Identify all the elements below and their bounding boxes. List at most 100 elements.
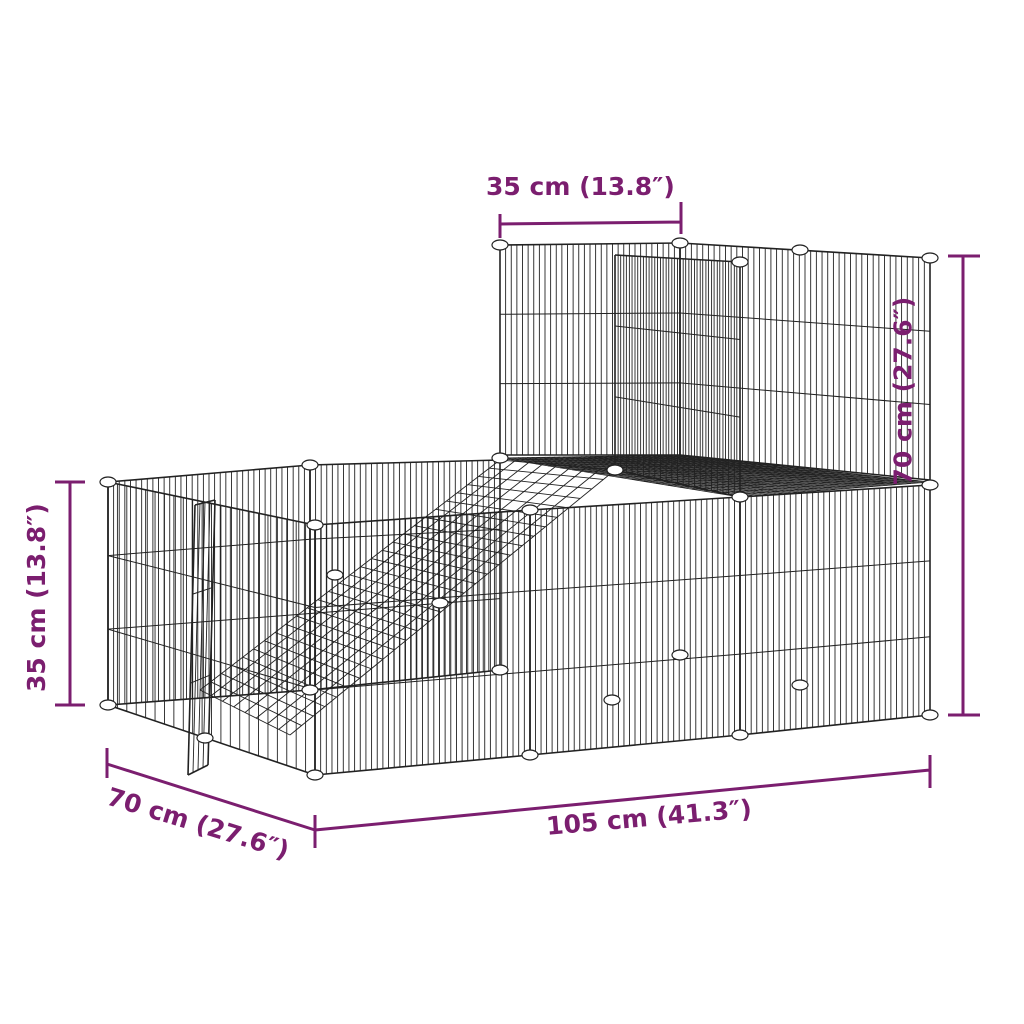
platform-wire <box>585 456 831 491</box>
platform-wire <box>526 457 769 496</box>
top-width-label: 35 cm (13.8″) <box>486 172 675 201</box>
cage-rail <box>614 325 741 341</box>
platform-wire <box>535 457 779 495</box>
platform-wire <box>630 455 878 487</box>
cage-rail <box>739 560 931 577</box>
cage-rail <box>309 459 501 466</box>
panel-connector <box>521 749 539 761</box>
ramp-wire <box>231 664 326 708</box>
panel-connector <box>491 452 509 464</box>
ramp-wire <box>242 656 337 698</box>
cage-rail <box>107 555 316 608</box>
platform-wire <box>648 455 897 486</box>
cage-bar <box>187 504 196 776</box>
total-height-label: 70 cm (27.6″) <box>888 296 918 486</box>
cage-rail <box>614 254 741 263</box>
cage-rail <box>314 671 531 691</box>
platform-wire <box>562 456 807 493</box>
ramp-wire <box>274 632 372 670</box>
platform-wire <box>625 455 874 487</box>
platform-wire <box>598 455 845 490</box>
cage-rail <box>107 464 311 483</box>
ramp-wire <box>210 681 302 726</box>
platform-wire <box>522 457 764 496</box>
platform-wire <box>679 454 931 483</box>
platform-wire <box>589 456 836 490</box>
platform-wire <box>571 456 817 492</box>
cage-rail <box>529 496 741 511</box>
panel-connector <box>921 252 939 264</box>
panel-connector <box>606 464 624 476</box>
platform-wire <box>504 457 745 498</box>
platform-wire <box>540 456 783 495</box>
cage-rail <box>192 586 213 595</box>
cage-rail <box>499 242 681 246</box>
cage-rail <box>529 734 741 756</box>
panel-connector <box>791 244 809 256</box>
ramp-wire <box>499 459 616 471</box>
panel-connector <box>326 569 344 581</box>
ramp-wire <box>446 500 558 518</box>
lower-height-label: 35 cm (13.8″) <box>22 503 51 692</box>
platform-wire <box>639 455 888 486</box>
panel-connector <box>731 491 749 503</box>
cage-rail <box>739 484 931 498</box>
platform-wire <box>544 456 788 494</box>
panel-connector <box>491 239 509 251</box>
platform-wire <box>553 456 798 493</box>
ramp-wire <box>285 623 384 660</box>
ramp-wire <box>478 475 592 490</box>
panel-connector <box>196 732 214 744</box>
ramp-wire <box>467 484 581 499</box>
cage-rail <box>739 636 931 655</box>
platform-wire <box>634 455 883 487</box>
cage-rail <box>190 674 211 684</box>
panel-connector <box>731 256 749 268</box>
ramp-wire <box>360 566 465 594</box>
cage-bar <box>207 499 216 766</box>
ramp-wire <box>424 517 534 537</box>
cage-rail <box>187 764 209 776</box>
platform-wire <box>558 456 802 493</box>
cage-bar <box>202 501 211 768</box>
panel-connector <box>306 519 324 531</box>
ramp-wire <box>221 673 314 717</box>
platform-wire <box>499 457 741 498</box>
platform-wire <box>513 457 755 497</box>
ramp-wire <box>328 590 430 622</box>
platform-wire <box>580 456 826 491</box>
cage-rail <box>194 499 216 506</box>
ramp-wire <box>317 599 418 632</box>
platform-wire <box>666 454 916 484</box>
cage-rail <box>529 575 741 592</box>
panel-connector <box>671 237 689 249</box>
ramp-wire <box>457 492 569 509</box>
ramp-wire <box>392 541 500 566</box>
height-line-left <box>55 480 85 707</box>
platform-wire <box>675 454 926 483</box>
ramp-wire <box>414 525 523 547</box>
panel-connector <box>301 684 319 696</box>
panel-connector <box>921 709 939 721</box>
height-line-right <box>948 254 980 717</box>
ramp-wire <box>307 607 407 641</box>
platform-wire <box>621 455 869 488</box>
cage-bar <box>197 502 206 771</box>
ramp-wire <box>199 689 291 736</box>
panel-connector <box>731 729 749 741</box>
ramp-wire <box>349 574 453 603</box>
cage-rail <box>679 382 931 406</box>
panel-connector <box>921 479 939 491</box>
ramp-wire <box>489 467 604 480</box>
ramp-wire <box>296 615 395 651</box>
cage-rail <box>309 669 501 691</box>
length-line <box>314 755 932 832</box>
cage-rail <box>679 312 931 332</box>
platform-wire <box>643 455 893 486</box>
ramp-wire <box>264 640 360 679</box>
panel-connector <box>671 649 689 661</box>
cage-rail <box>314 509 531 526</box>
panel-connector <box>99 476 117 488</box>
